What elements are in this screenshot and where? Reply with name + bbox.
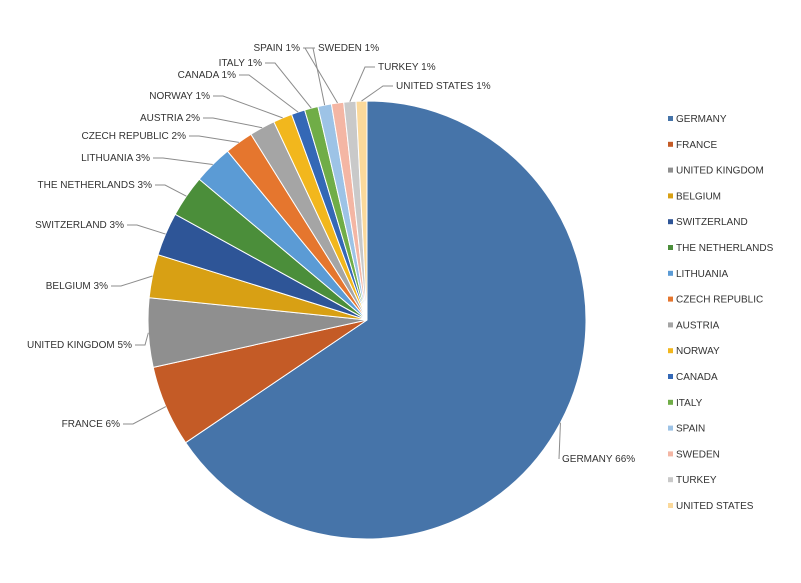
data-label-belgium: BELGIUM 3%: [46, 281, 108, 292]
legend-swatch-norway: [668, 348, 673, 354]
leader-line-france: [123, 406, 167, 425]
data-labels: GERMANY 66% FRANCE 6% UNITED KINGDOM 5% BEL…: [27, 43, 635, 465]
legend-swatch-turkey: [668, 477, 673, 483]
leader-line-canada: [239, 74, 299, 113]
legend-label-lithuania: LITHUANIA: [676, 269, 729, 280]
leader-line-germany: [558, 422, 561, 460]
legend-label-belgium: BELGIUM: [676, 191, 721, 202]
leader-line-italy: [265, 62, 312, 109]
data-label-italy: ITALY 1%: [219, 58, 262, 69]
data-label-czech-republic: CZECH REPUBLIC 2%: [82, 131, 187, 142]
legend: GERMANY FRANCE UNITED KINGDOM BELGIUM SWITZE…: [668, 114, 774, 512]
legend-label-italy: ITALY: [676, 398, 703, 409]
legend-swatch-belgium: [668, 193, 673, 199]
data-label-canada: CANADA 1%: [178, 70, 236, 81]
legend-swatch-sweden: [668, 451, 673, 457]
legend-label-germany: GERMANY: [676, 114, 727, 125]
legend-label-canada: CANADA: [676, 372, 718, 383]
legend-swatch-the-netherlands: [668, 245, 673, 250]
leader-line-belgium: [111, 275, 153, 287]
legend-label-the-netherlands: THE NETHERLANDS: [676, 243, 774, 254]
leader-line-czech-republic: [189, 135, 240, 143]
legend-swatch-austria: [668, 322, 673, 328]
legend-label-turkey: TURKEY: [676, 475, 717, 486]
legend-swatch-spain: [668, 425, 673, 431]
legend-label-austria: AUSTRIA: [676, 320, 720, 331]
leader-lines: [111, 47, 561, 460]
legend-swatch-italy: [668, 399, 673, 405]
legend-swatch-united-states: [668, 503, 673, 508]
data-label-switzerland: SWITZERLAND 3%: [35, 220, 124, 231]
pie-slice-united-states: [355, 100, 368, 321]
legend-label-spain: SPAIN: [676, 424, 705, 435]
legend-swatch-czech-republic: [668, 296, 673, 302]
legend-swatch-lithuania: [668, 270, 673, 276]
legend-swatch-germany: [668, 116, 673, 121]
leader-line-turkey: [349, 66, 375, 102]
legend-label-czech-republic: CZECH REPUBLIC: [676, 295, 763, 306]
legend-swatch-canada: [668, 374, 673, 379]
data-label-norway: NORWAY 1%: [149, 91, 210, 102]
data-label-lithuania: LITHUANIA 3%: [81, 153, 150, 164]
data-label-the-netherlands: THE NETHERLANDS 3%: [38, 180, 153, 191]
data-label-spain: SPAIN 1%: [254, 43, 301, 54]
data-label-united-states: UNITED STATES 1%: [396, 81, 491, 92]
leader-line-united-states: [361, 85, 393, 102]
data-label-austria: AUSTRIA 2%: [140, 113, 200, 124]
legend-swatch-switzerland: [668, 219, 673, 225]
legend-swatch-france: [668, 141, 673, 147]
data-label-turkey: TURKEY 1%: [378, 62, 436, 73]
pie-slices: [147, 100, 587, 540]
legend-label-sweden: SWEDEN: [676, 449, 720, 460]
legend-label-united-states: UNITED STATES: [676, 501, 754, 512]
legend-label-france: FRANCE: [676, 140, 717, 151]
legend-swatch-united-kingdom: [668, 167, 673, 173]
data-label-germany: GERMANY 66%: [562, 454, 635, 465]
legend-label-norway: NORWAY: [676, 346, 720, 357]
legend-label-united-kingdom: UNITED KINGDOM: [676, 166, 764, 177]
leader-line-lithuania: [153, 157, 213, 166]
leader-line-austria: [203, 117, 263, 129]
leader-line-sweden: [304, 47, 338, 104]
legend-label-switzerland: SWITZERLAND: [676, 217, 748, 228]
leader-line-norway: [213, 95, 283, 119]
data-label-france: FRANCE 6%: [62, 419, 120, 430]
data-label-united-kingdom: UNITED KINGDOM 5%: [27, 340, 132, 351]
leader-line-the-netherlands: [155, 184, 187, 197]
data-label-sweden: SWEDEN 1%: [318, 43, 379, 54]
leader-line-switzerland: [127, 224, 166, 235]
leader-line-united-kingdom: [135, 332, 149, 346]
